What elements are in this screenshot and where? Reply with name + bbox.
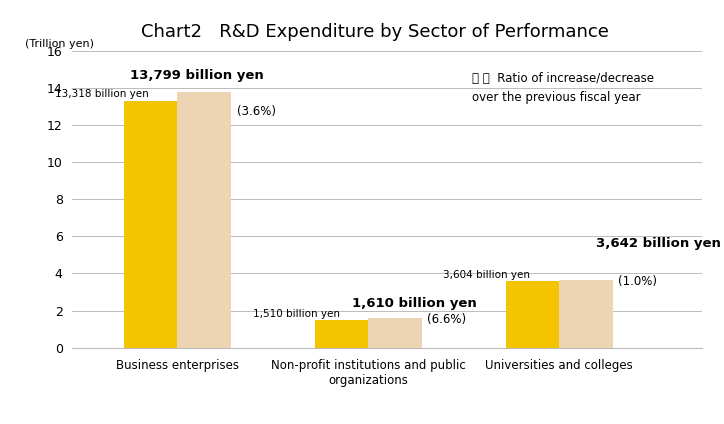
Bar	[315, 320, 369, 348]
Text: (6.6%): (6.6%)	[427, 313, 466, 326]
Text: (Trillion yen): (Trillion yen)	[25, 39, 94, 49]
Text: (1.0%): (1.0%)	[618, 275, 657, 288]
Text: 1,610 billion yen: 1,610 billion yen	[352, 297, 476, 310]
Title: Chart2   R&D Expenditure by Sector of Performance: Chart2 R&D Expenditure by Sector of Perf…	[140, 23, 609, 41]
Bar	[369, 318, 421, 348]
Text: 13,799 billion yen: 13,799 billion yen	[130, 70, 264, 82]
Bar	[124, 100, 177, 348]
Bar	[505, 281, 559, 348]
Text: （ ）  Ratio of increase/decrease
over the previous fiscal year: （ ） Ratio of increase/decrease over the …	[472, 72, 654, 103]
Bar	[177, 92, 231, 348]
Text: 1,510 billion yen: 1,510 billion yen	[253, 309, 340, 318]
Bar	[559, 280, 613, 348]
Text: 3,604 billion yen: 3,604 billion yen	[444, 270, 531, 280]
Text: 13,318 billion yen: 13,318 billion yen	[55, 89, 148, 99]
Text: (3.6%): (3.6%)	[237, 105, 276, 118]
Text: 3,642 billion yen: 3,642 billion yen	[596, 237, 721, 249]
